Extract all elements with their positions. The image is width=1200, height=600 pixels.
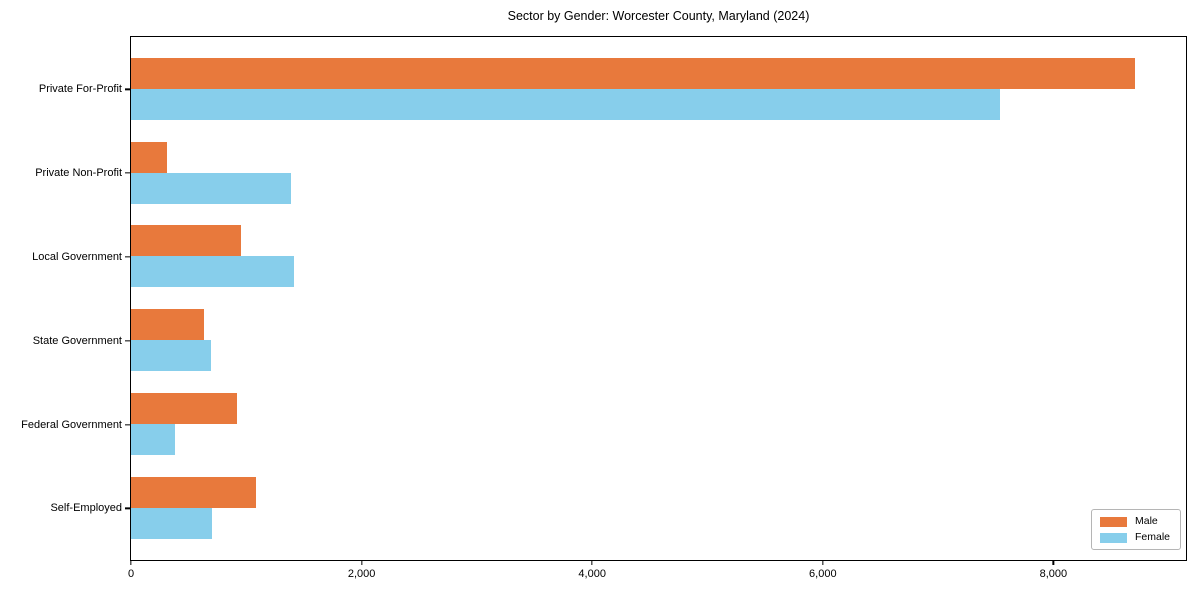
plot-area <box>130 36 1187 561</box>
y-tick-mark <box>125 423 130 426</box>
x-tick-mark <box>130 560 132 565</box>
x-tick-label: 6,000 <box>809 568 837 580</box>
y-tick-label: Private Non-Profit <box>35 167 122 180</box>
chart-title: Sector by Gender: Worcester County, Mary… <box>507 9 810 23</box>
male-swatch-icon <box>1100 516 1127 527</box>
legend-item-female: Female <box>1100 532 1170 543</box>
bar-male-1 <box>131 141 167 173</box>
bar-female-1 <box>131 172 292 204</box>
legend-label-male: Male <box>1135 515 1158 527</box>
legend-label-female: Female <box>1135 531 1171 543</box>
y-tick-label: Federal Government <box>21 418 122 431</box>
x-tick-label: 8,000 <box>1039 568 1068 580</box>
y-tick-mark <box>125 340 130 342</box>
y-tick-label: Self-Employed <box>50 502 122 515</box>
bar-female-3 <box>131 340 211 372</box>
bar-female-0 <box>131 88 1001 120</box>
bar-female-5 <box>131 507 212 539</box>
bar-male-3 <box>131 309 204 341</box>
x-tick-label: 2,000 <box>347 568 376 580</box>
legend-item-male: Male <box>1100 516 1170 527</box>
y-tick-label: State Government <box>32 334 122 347</box>
bar-male-2 <box>131 225 241 257</box>
x-tick-mark <box>591 560 593 565</box>
y-tick-mark <box>125 256 130 258</box>
y-tick-mark <box>125 172 130 174</box>
y-tick-mark <box>125 88 130 90</box>
y-tick-label: Private For-Profit <box>38 83 122 96</box>
bar-male-4 <box>131 393 238 424</box>
x-tick-label: 4,000 <box>578 568 606 580</box>
bar-male-0 <box>131 57 1136 89</box>
bar-female-4 <box>131 424 175 455</box>
y-tick-mark <box>125 507 130 509</box>
x-tick-mark <box>822 560 824 565</box>
bar-female-2 <box>131 256 294 288</box>
x-tick-mark <box>1052 560 1055 565</box>
legend: Male Female <box>1091 509 1182 550</box>
y-tick-label: Local Government <box>32 250 122 263</box>
x-tick-label: 0 <box>127 568 135 580</box>
bar-male-5 <box>131 476 256 508</box>
female-swatch-icon <box>1100 532 1127 543</box>
x-tick-mark <box>360 560 363 565</box>
